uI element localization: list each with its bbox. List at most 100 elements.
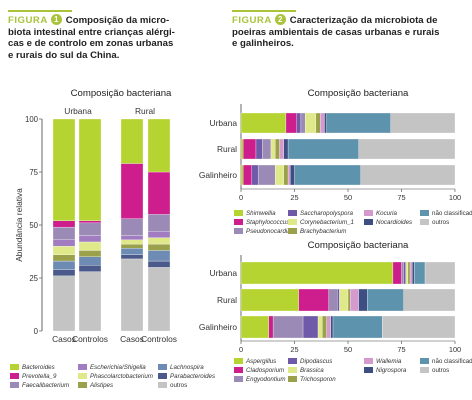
bar-segment-n-o-classificado: [332, 315, 383, 339]
legend-item-bacteroides: Bacteroides: [10, 364, 55, 372]
legend-swatch: [10, 382, 19, 388]
legend-label: Brassica: [300, 367, 324, 374]
bar-segment-cladosporium: [298, 288, 329, 312]
legend-swatch: [234, 219, 243, 225]
legend-swatch: [158, 373, 167, 379]
x-tick-label: 25: [290, 345, 298, 354]
bar-segment-bacteroides: [78, 118, 102, 221]
legend-swatch: [158, 382, 167, 388]
legend-label: não classificado: [432, 358, 472, 365]
legend-item-prevotella-9: Prevotella_9: [10, 373, 56, 381]
bar-segment-brassica: [339, 288, 349, 312]
figure2-caption: FIGURA 2 Caracterização da microbiota de p…: [232, 14, 468, 50]
bar-segment-brassica: [317, 315, 323, 339]
bar-segment-wallemia: [349, 288, 359, 312]
legend-label: outros: [432, 367, 450, 374]
legend-label: Corynebacterium_1: [300, 219, 354, 226]
y-tick-label: Galinheiro: [199, 170, 238, 180]
legend-swatch: [364, 367, 373, 373]
group-label-urbana: Urbana: [64, 106, 92, 116]
legend-item-n-o-classificado: não classificado: [420, 210, 472, 218]
legend-label: Faecalibacterium: [22, 382, 70, 389]
bar-segment-engyodontium: [328, 288, 338, 312]
legend-gut-microbiota: Bacteroides Escherichia/Shigella Lachnospi…: [10, 364, 225, 396]
bar-segment-brassica: [405, 261, 409, 285]
legend-item-engyodontium: Engyodontium: [234, 376, 286, 384]
legend-label: Saccharopolyspora: [300, 210, 353, 217]
legend-label: Wallemia: [376, 358, 402, 365]
legend-swatch: [234, 228, 243, 234]
legend-swatch: [234, 376, 243, 382]
legend-label: Prevotella_9: [22, 373, 57, 380]
bar-segment-aspergillus: [240, 288, 299, 312]
legend-label: Pseudonocardia: [246, 228, 291, 235]
legend-item-kocuria: Kocuria: [364, 210, 397, 218]
bar-segment-aspergillus: [240, 261, 394, 285]
x-tick-label: Casos: [120, 334, 144, 344]
bar-segment-dipodascus: [337, 288, 340, 312]
legend-item-wallemia: Wallemia: [364, 358, 401, 366]
legend-label: Shimwellia: [246, 210, 276, 217]
legend-swatch: [288, 367, 297, 373]
y-tick-label: Galinheiro: [199, 322, 238, 332]
bar-segment-n-o-classificado: [367, 288, 404, 312]
legend-item-faecalibacterium: Faecalibacterium: [10, 382, 69, 390]
legend-swatch: [288, 219, 297, 225]
legend-item-corynebacterium-1: Corynebacterium_1: [288, 219, 354, 227]
bar-segment-cladosporium: [268, 315, 274, 339]
legend-item-brachybacterium: Brachybacterium: [288, 228, 346, 236]
legend-item-outros: outros: [420, 367, 449, 375]
legend-item-shimwellia: Shimwellia: [234, 210, 276, 218]
legend-item-escherichia-shigella: Escherichia/Shigella: [78, 364, 146, 372]
figure1-caption-line-3: cas e de controlo em zonas urbanas: [8, 38, 174, 50]
legend-swatch: [420, 219, 429, 225]
legend-label: outros: [432, 219, 450, 226]
chart3-title: Composição bacteriana: [308, 240, 409, 251]
figure1-caption-line-1: Composição da micro-: [65, 15, 170, 26]
x-tick-label: 75: [397, 345, 405, 354]
bar-segment-outros: [424, 261, 456, 285]
figure2-caption-line-3: e galinheiros.: [232, 38, 294, 50]
figure1-number-badge: 1: [50, 14, 62, 25]
legend-item-outros: outros: [158, 382, 187, 390]
x-tick-label: 100: [449, 193, 461, 202]
legend-label: Alistipes: [90, 382, 114, 389]
y-tick-label: 25: [29, 274, 38, 283]
bar-segment-nigrospora: [330, 315, 334, 339]
bar-segment-outros: [382, 315, 456, 339]
bar-segment-aspergillus: [240, 315, 269, 339]
bar-segment-outros: [360, 164, 456, 186]
legend-swatch: [158, 364, 167, 370]
x-tick-label: Controlos: [72, 334, 108, 344]
y-tick-label: 50: [29, 221, 38, 230]
x-tick-label: 100: [449, 345, 461, 354]
legend-item-trichosporon: Trichosporon: [288, 376, 336, 384]
legend-label: Aspergillus: [246, 358, 277, 365]
legend-label: Nigrospora: [376, 367, 407, 374]
legend-swatch: [10, 364, 19, 370]
legend-swatch: [364, 210, 373, 216]
legend-label: Bacteroides: [22, 364, 55, 371]
figure2-caption-line-1: Caracterização da microbiota de: [289, 15, 438, 26]
legend-label: Brachybacterium: [300, 228, 347, 235]
legend-label: Kocuria: [376, 210, 397, 217]
legend-item-dipodascus: Dipodascus: [288, 358, 332, 366]
bar-segment-dipodascus: [302, 315, 319, 339]
figure1-caption-line-2: biota intestinal entre crianças alérgi-: [8, 26, 175, 38]
bar-segment-dipodascus: [403, 261, 406, 285]
legend-label: Engyodontium: [246, 376, 286, 383]
legend-swatch: [420, 367, 429, 373]
legend-swatch: [78, 373, 87, 379]
y-tick-label: 0: [34, 327, 39, 336]
x-tick-label: 50: [344, 193, 352, 202]
bar-segment-bacteroides: [52, 118, 76, 221]
legend-item-nigrospora: Nigrospora: [364, 367, 406, 375]
legend-item-parabacteroides: Parabacteroides: [158, 373, 215, 381]
bar-segment-bacteroides: [120, 118, 144, 164]
bar-segment-bacteroides: [147, 118, 171, 173]
legend-swatch: [234, 358, 243, 364]
x-tick-label: 50: [344, 345, 352, 354]
figure2-label: FIGURA: [232, 15, 272, 26]
figure2-caption-line-2: poeiras ambientais de casas urbanas e ru…: [232, 26, 440, 38]
